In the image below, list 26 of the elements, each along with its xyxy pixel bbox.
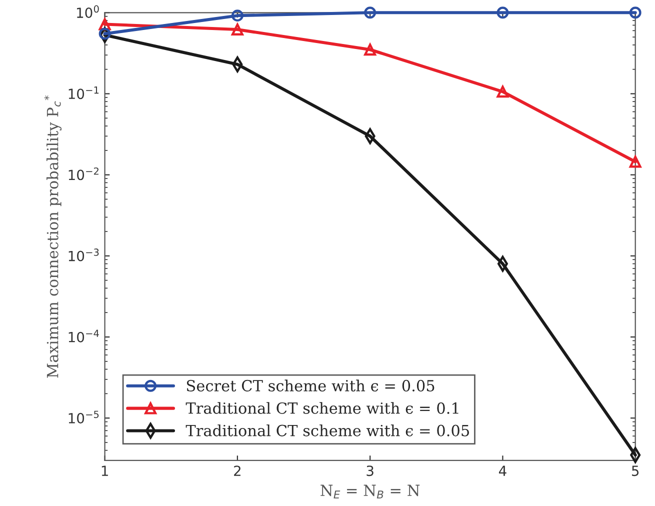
y-tick-label: 10$^{−3}$ [68,248,99,262]
point [629,6,642,19]
point [496,6,509,19]
x-tick-label: 2 [234,466,240,476]
point [98,18,111,30]
point [231,10,244,22]
legend-label: Traditional CT scheme with ϵ = 0.05 [186,424,469,436]
x-tick-label: 1 [102,466,108,476]
x-axis-title: N$_{E}$ = N$_{B}$ = N [320,484,420,498]
point [364,6,376,19]
point [98,28,111,40]
y-tick-label: 10$^{0}$ [77,5,99,18]
y-tick-label: 10$^{−2}$ [68,167,98,180]
y-tick-label: 10$^{−4}$ [68,330,99,342]
point [364,44,376,56]
point [629,156,642,168]
x-tick-label: 3 [366,466,374,476]
x-tick-label: 5 [632,466,639,476]
point [496,86,509,98]
point [231,24,244,36]
y-tick-label: 10$^{−5}$ [68,410,99,424]
legend-label: Secret CT scheme with ϵ = 0.05 [186,380,434,392]
x-tick-label: 4 [498,466,506,476]
y-tick-label: 10$^{−1}$ [68,86,99,100]
y-axis-title: Maximum connection probability P$_{c}$$^{*}$ [44,95,62,378]
legend-label: Traditional CT scheme with ϵ = 0.1 [186,402,458,414]
